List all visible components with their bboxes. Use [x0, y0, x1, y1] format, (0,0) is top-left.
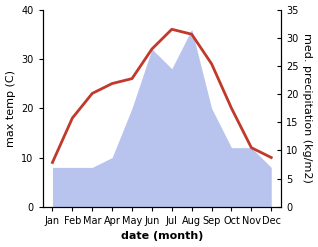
- Y-axis label: max temp (C): max temp (C): [5, 70, 16, 147]
- X-axis label: date (month): date (month): [121, 231, 203, 242]
- Y-axis label: med. precipitation (kg/m2): med. precipitation (kg/m2): [302, 33, 313, 183]
